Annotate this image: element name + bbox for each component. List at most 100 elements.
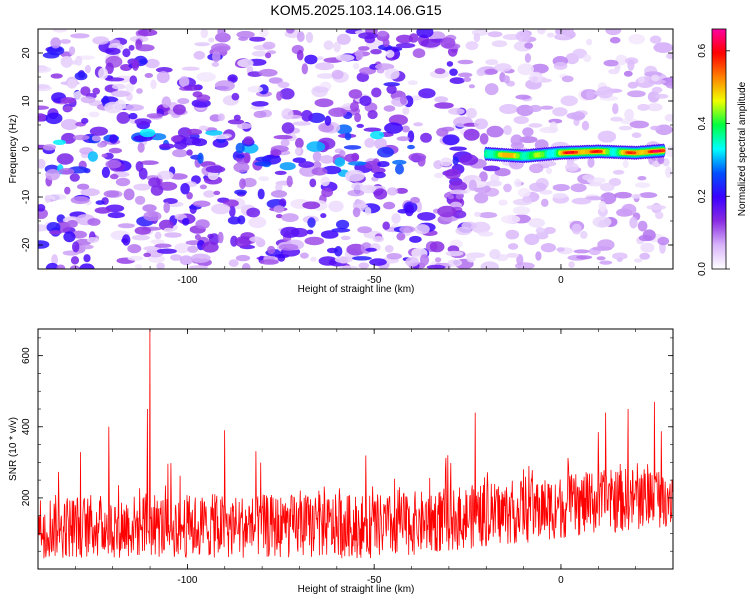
heatmap-cell bbox=[259, 259, 279, 265]
snr-series-line bbox=[38, 329, 673, 559]
heatmap-cell bbox=[449, 189, 467, 195]
heatmap-cell bbox=[479, 171, 488, 183]
x-tick-label: 0 bbox=[558, 575, 564, 586]
heatmap-cell bbox=[474, 211, 481, 217]
heatmap-cell bbox=[174, 141, 187, 150]
heatmap-cell bbox=[634, 182, 651, 189]
heatmap-cell bbox=[301, 63, 308, 75]
x-tick-label: -100 bbox=[177, 575, 197, 586]
heatmap-cell bbox=[637, 103, 650, 111]
heatmap-cell bbox=[637, 76, 646, 84]
heatmap-cell bbox=[386, 85, 397, 94]
heatmap-cell bbox=[434, 172, 444, 179]
heatmap-cell bbox=[163, 202, 170, 214]
heatmap-cell bbox=[528, 218, 545, 228]
heatmap-cell bbox=[512, 206, 531, 215]
heatmap-cell bbox=[583, 54, 592, 63]
heatmap-cell bbox=[335, 54, 355, 62]
heatmap-cell bbox=[243, 152, 251, 164]
heatmap-cell bbox=[397, 209, 409, 214]
heatmap-cell bbox=[445, 250, 464, 257]
heatmap-cell bbox=[217, 29, 226, 37]
heatmap-cell bbox=[468, 84, 475, 89]
heatmap-cell bbox=[186, 149, 193, 156]
heatmap-cell bbox=[305, 31, 314, 44]
heatmap-cell bbox=[494, 168, 511, 177]
heatmap-cell bbox=[279, 162, 296, 171]
heatmap-cell bbox=[571, 111, 585, 121]
heatmap-cell bbox=[274, 170, 287, 175]
heatmap-cell bbox=[392, 159, 407, 165]
heatmap-cell bbox=[561, 75, 574, 83]
heatmap-cell bbox=[312, 151, 322, 162]
heatmap-cell bbox=[313, 161, 322, 169]
heatmap-cell bbox=[622, 159, 629, 169]
heatmap-cell bbox=[589, 182, 603, 187]
heatmap-cell bbox=[277, 81, 290, 89]
heatmap-cell bbox=[478, 212, 498, 219]
heatmap-cell bbox=[499, 104, 519, 114]
snr-y-label: SNR (10 * v/v) bbox=[8, 417, 19, 481]
heatmap-cell bbox=[328, 200, 344, 212]
heatmap-cell bbox=[292, 121, 311, 126]
heatmap-cell bbox=[442, 134, 460, 146]
heatmap-cell bbox=[135, 44, 155, 52]
heatmap-cell bbox=[105, 47, 121, 55]
heatmap-cell bbox=[486, 180, 502, 187]
heatmap-cell bbox=[235, 254, 251, 262]
heatmap-cell bbox=[242, 263, 251, 269]
heatmap-cell bbox=[524, 53, 532, 63]
heatmap-cell bbox=[529, 71, 543, 83]
heatmap-cell bbox=[324, 115, 332, 126]
heatmap-cell bbox=[377, 161, 390, 168]
heatmap-cell bbox=[188, 265, 209, 269]
heatmap-cell bbox=[262, 41, 276, 50]
heatmap-cell bbox=[92, 87, 100, 95]
heatmap-cell bbox=[618, 125, 633, 131]
heatmap-cell bbox=[356, 123, 365, 128]
heatmap-cell bbox=[637, 176, 647, 181]
heatmap-cell bbox=[478, 231, 494, 237]
heatmap-cell bbox=[211, 203, 231, 215]
heatmap-cell bbox=[309, 178, 317, 188]
heatmap-cell bbox=[134, 195, 146, 205]
heatmap-cell bbox=[487, 31, 503, 38]
heatmap-cell bbox=[372, 236, 385, 243]
heatmap-cell bbox=[60, 119, 79, 130]
heatmap-cell bbox=[157, 170, 174, 180]
x-tick-label: -50 bbox=[367, 275, 382, 286]
heatmap-cell bbox=[491, 40, 508, 48]
heatmap-cell bbox=[258, 84, 269, 95]
heatmap-cell bbox=[627, 81, 639, 89]
heatmap-cell bbox=[612, 169, 625, 175]
heatmap-cell bbox=[186, 128, 203, 136]
heatmap-cell bbox=[449, 77, 465, 84]
heatmap-cell bbox=[474, 118, 488, 130]
heatmap-cell bbox=[91, 135, 101, 142]
heatmap-cell bbox=[552, 184, 570, 192]
heatmap-cell bbox=[651, 86, 663, 94]
heatmap-cell bbox=[229, 76, 237, 82]
snr-frame bbox=[37, 328, 674, 570]
heatmap-cell bbox=[461, 221, 477, 230]
heatmap-cell bbox=[344, 132, 352, 141]
heatmap-cell bbox=[257, 188, 265, 200]
heatmap-cell bbox=[300, 252, 309, 259]
heatmap-cell bbox=[144, 58, 160, 69]
heatmap-cell bbox=[354, 203, 369, 209]
colorbar-label: Normalized spectral amplitude bbox=[737, 81, 748, 216]
heatmap-cell bbox=[217, 231, 224, 244]
heatmap-cell bbox=[565, 162, 579, 172]
heatmap-cell bbox=[318, 122, 334, 133]
heatmap-cell bbox=[494, 63, 512, 72]
heatmap-cell bbox=[524, 233, 540, 245]
heatmap-cell bbox=[150, 239, 165, 245]
heatmap-cell bbox=[528, 123, 543, 128]
heatmap-cell bbox=[63, 231, 76, 243]
heatmap-cell bbox=[458, 72, 473, 78]
heatmap-cell bbox=[316, 56, 324, 61]
heatmap-cell bbox=[468, 179, 477, 191]
heatmap-cell bbox=[592, 216, 612, 228]
heatmap-ridge-cell bbox=[515, 153, 520, 159]
heatmap-cell bbox=[139, 58, 148, 65]
